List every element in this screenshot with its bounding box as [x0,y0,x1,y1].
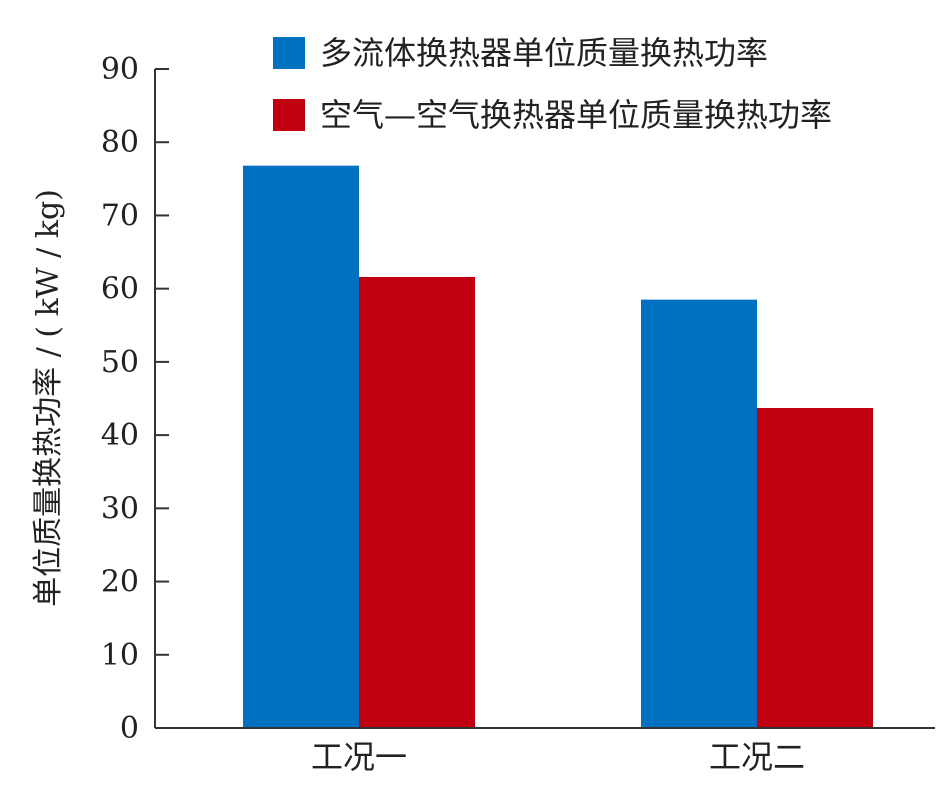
y-tick-label: 40 [101,418,139,453]
y-tick-label: 70 [101,198,139,233]
y-axis-title: 单位质量换热功率 / ( kW / kg) [31,189,66,607]
y-tick-label: 30 [101,491,139,526]
y-tick-label: 0 [120,711,139,746]
x-category-labels: 工况一 工况二 [311,738,805,776]
bars-group [243,165,873,729]
y-ticks-group: 0 10 20 30 40 50 60 70 80 90 [101,52,169,746]
y-tick-label: 50 [101,345,139,380]
x-category-label: 工况二 [709,738,805,776]
y-tick-label: 20 [101,565,139,600]
legend-label: 空气—空气换热器单位质量换热功率 [320,96,832,134]
legend-swatch [273,99,305,131]
bar-multifluid-1 [243,165,359,729]
y-tick-label: 60 [101,272,139,307]
bar-air-air-1 [359,276,475,728]
legend-swatch [273,37,305,69]
x-category-label: 工况一 [311,738,407,776]
bar-air-air-2 [757,408,873,728]
axes-group [154,69,935,729]
bar-multifluid-2 [641,299,757,728]
y-tick-label: 90 [101,52,139,87]
y-tick-label: 80 [101,125,139,160]
legend-label: 多流体换热器单位质量换热功率 [320,34,768,72]
y-tick-label: 10 [101,638,139,673]
